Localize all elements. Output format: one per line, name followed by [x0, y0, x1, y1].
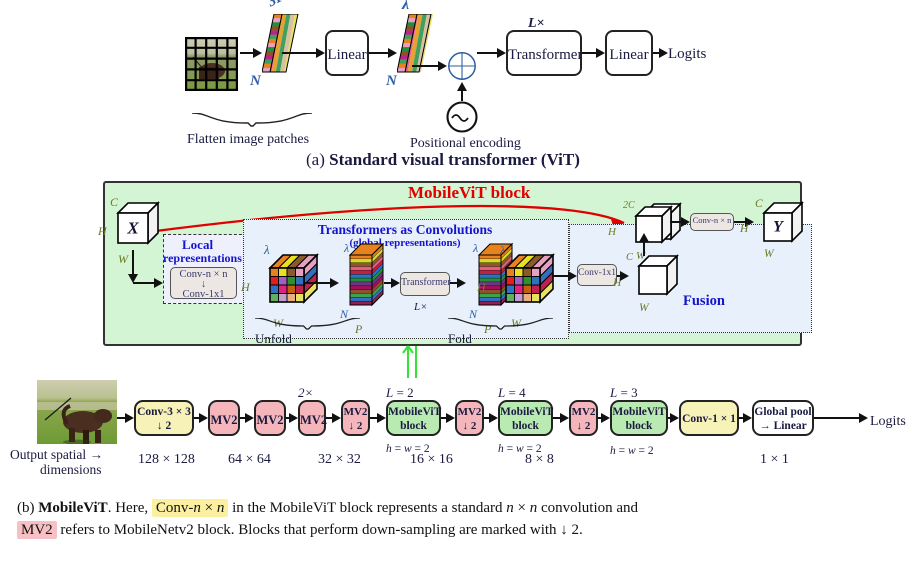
svg-text:X: X: [126, 219, 139, 238]
svg-text:Y: Y: [773, 219, 784, 236]
